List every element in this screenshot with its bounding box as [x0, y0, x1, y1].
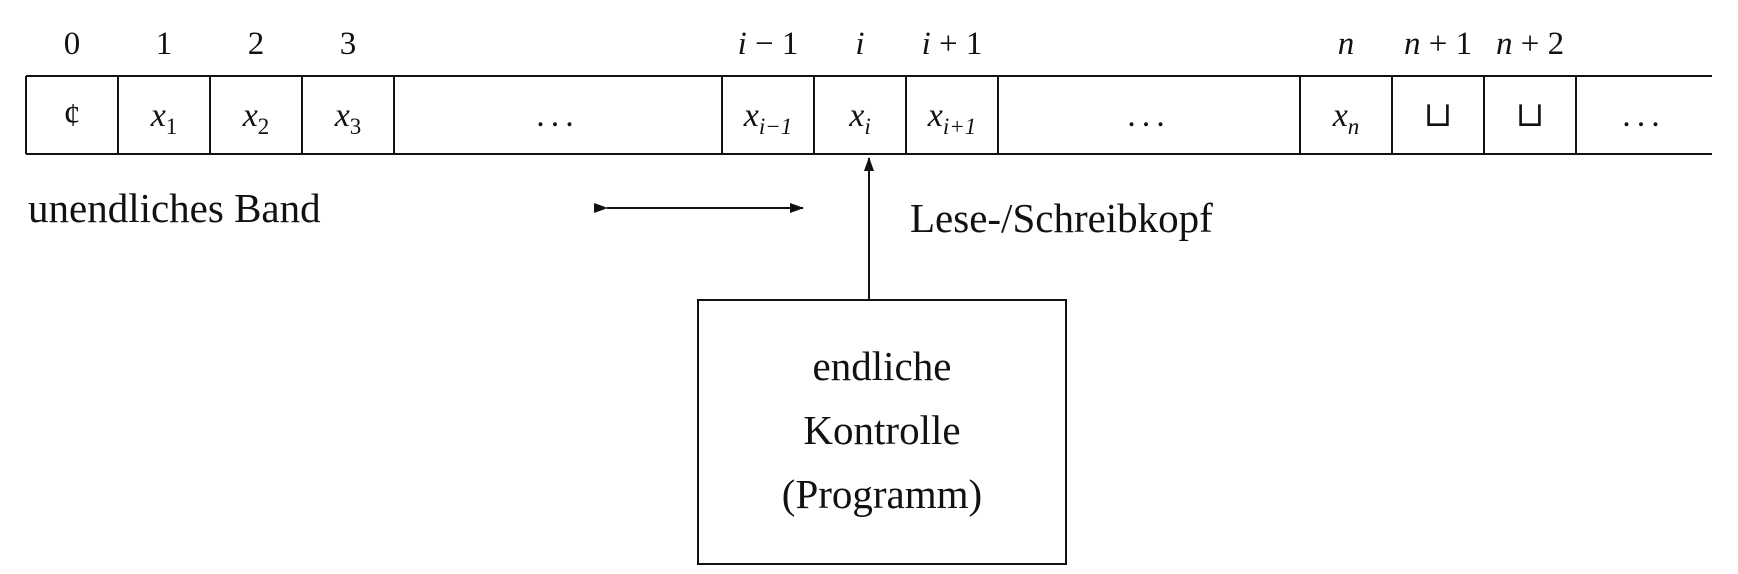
tape-ellipsis: ... [536, 97, 580, 134]
blank-symbol: ⊔ [1424, 97, 1453, 134]
tape-index-label: i − 1 [738, 26, 799, 62]
finite-control-line-2: Kontrolle [803, 407, 960, 453]
tape-cell-symbol: x3 [334, 97, 362, 139]
tape-index-label: n + 1 [1404, 26, 1472, 62]
tape-index-label: 3 [340, 26, 357, 62]
finite-control-line-1: endliche [813, 343, 952, 389]
tape-index-label: i [855, 26, 864, 62]
blank-symbol: ⊔ [1516, 97, 1545, 134]
tape-index-label: 2 [248, 26, 265, 62]
tape-label: unendliches Band [28, 185, 321, 231]
tape-index-label: n + 2 [1496, 26, 1564, 62]
tape-ellipsis: ... [1622, 97, 1666, 134]
tape-cell-symbol: x2 [242, 97, 270, 139]
tape-ellipsis: ... [1127, 97, 1171, 134]
tape-index-label: 1 [156, 26, 173, 62]
tape-cell-symbol: xi [848, 97, 870, 139]
left-end-marker: ¢ [64, 97, 81, 134]
tape-cell-symbol: xi+1 [927, 97, 977, 139]
tape-index-label: n [1338, 26, 1355, 62]
tape-index-label: i + 1 [922, 26, 983, 62]
finite-control-line-3: (Programm) [782, 471, 982, 517]
tape-index-label: 0 [64, 26, 81, 62]
tape-cell-symbol: xi−1 [743, 97, 793, 139]
read-write-head-label: Lese-/Schreibkopf [910, 195, 1213, 241]
tape-index-row: 0 1 2 3 i − 1 i i + 1 n n + 1 n + 2 [64, 26, 1564, 62]
tape-cell-symbol: x1 [150, 97, 178, 139]
tape-cell-symbol: xn [1332, 97, 1360, 139]
finite-control-box [697, 299, 1067, 565]
tape-cells: ¢ x1 x2 x3... xi−1 xi xi+1... xn ⊔ ⊔... [25, 76, 1666, 154]
infinite-tape: ¢ x1 x2 x3... xi−1 xi xi+1... xn ⊔ ⊔... [25, 75, 1712, 155]
